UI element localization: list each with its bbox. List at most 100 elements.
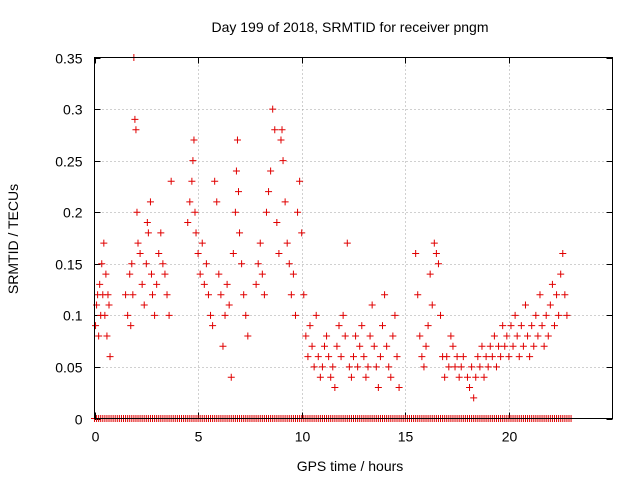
data-point bbox=[188, 177, 196, 185]
data-point bbox=[207, 311, 215, 319]
data-point bbox=[542, 311, 550, 319]
data-point bbox=[269, 105, 277, 113]
data-point bbox=[480, 373, 488, 381]
data-point bbox=[165, 311, 173, 319]
data-point bbox=[254, 260, 262, 268]
data-point bbox=[273, 219, 281, 227]
data-point bbox=[553, 291, 561, 299]
grid bbox=[94, 57, 613, 419]
x-tick-label: 20 bbox=[502, 429, 518, 445]
data-point bbox=[233, 136, 241, 144]
data-point bbox=[122, 291, 130, 299]
data-point bbox=[287, 291, 295, 299]
data-point bbox=[474, 353, 482, 361]
data-point bbox=[463, 373, 471, 381]
data-point bbox=[519, 342, 527, 350]
data-point bbox=[325, 353, 333, 361]
data-point bbox=[131, 115, 139, 123]
data-point bbox=[92, 322, 100, 330]
data-point bbox=[424, 322, 432, 330]
data-point bbox=[337, 353, 345, 361]
data-point bbox=[484, 363, 492, 371]
y-tick-label: 0.25 bbox=[55, 154, 82, 170]
y-axis-label: SRMTID / TECUs bbox=[5, 184, 21, 294]
data-point bbox=[515, 353, 523, 361]
x-tick-label: 10 bbox=[295, 429, 311, 445]
data-point bbox=[296, 177, 304, 185]
data-point bbox=[306, 322, 314, 330]
data-point bbox=[236, 229, 244, 237]
data-point bbox=[455, 373, 463, 381]
data-point bbox=[262, 208, 270, 216]
data-point bbox=[445, 363, 453, 371]
data-point bbox=[376, 353, 384, 361]
data-point bbox=[105, 301, 113, 309]
data-point bbox=[227, 373, 235, 381]
data-point bbox=[320, 342, 328, 350]
data-point bbox=[451, 363, 459, 371]
data-point bbox=[387, 373, 395, 381]
data-point bbox=[147, 270, 155, 278]
data-point bbox=[278, 126, 286, 134]
data-point bbox=[184, 219, 192, 227]
data-point bbox=[196, 270, 204, 278]
data-point bbox=[492, 363, 500, 371]
data-point bbox=[391, 311, 399, 319]
data-point bbox=[499, 322, 507, 330]
data-point bbox=[418, 353, 426, 361]
data-point bbox=[383, 342, 391, 350]
data-point bbox=[368, 301, 376, 309]
data-point bbox=[194, 249, 202, 257]
data-point bbox=[559, 249, 567, 257]
data-point bbox=[352, 332, 360, 340]
data-point bbox=[271, 126, 279, 134]
data-point bbox=[143, 219, 151, 227]
data-point bbox=[327, 373, 335, 381]
data-point bbox=[416, 332, 424, 340]
data-point bbox=[563, 311, 571, 319]
data-point bbox=[238, 260, 246, 268]
data-point bbox=[190, 136, 198, 144]
data-point bbox=[443, 353, 451, 361]
data-point bbox=[189, 157, 197, 165]
data-point bbox=[289, 270, 297, 278]
data-point bbox=[202, 260, 210, 268]
data-point bbox=[221, 311, 229, 319]
data-point bbox=[497, 353, 505, 361]
data-point bbox=[362, 373, 370, 381]
data-point bbox=[447, 332, 455, 340]
data-point bbox=[312, 311, 320, 319]
data-point bbox=[213, 198, 221, 206]
data-point bbox=[161, 270, 169, 278]
data-point bbox=[482, 353, 490, 361]
data-point bbox=[335, 322, 343, 330]
data-point bbox=[155, 249, 163, 257]
data-point bbox=[98, 260, 106, 268]
data-point bbox=[430, 239, 438, 247]
data-point bbox=[215, 270, 223, 278]
data-point bbox=[457, 363, 465, 371]
y-tick-label: 0.35 bbox=[55, 51, 82, 67]
data-point bbox=[277, 136, 285, 144]
data-point bbox=[157, 229, 165, 237]
data-point bbox=[534, 332, 542, 340]
data-point bbox=[149, 291, 157, 299]
data-point bbox=[513, 332, 521, 340]
data-point bbox=[140, 301, 148, 309]
data-point bbox=[350, 353, 357, 361]
y-tick-label: 0.05 bbox=[55, 360, 82, 376]
data-point bbox=[223, 280, 231, 288]
y-tick-label: 0 bbox=[75, 412, 83, 428]
data-marks bbox=[91, 54, 575, 422]
data-point bbox=[470, 394, 478, 402]
data-point bbox=[138, 280, 146, 288]
data-point bbox=[142, 260, 150, 268]
data-point bbox=[521, 301, 529, 309]
data-point bbox=[285, 260, 293, 268]
x-tick-label: 5 bbox=[195, 429, 203, 445]
data-point bbox=[217, 291, 225, 299]
axis-ticks bbox=[94, 57, 613, 420]
data-point bbox=[561, 291, 569, 299]
data-point bbox=[136, 249, 144, 257]
